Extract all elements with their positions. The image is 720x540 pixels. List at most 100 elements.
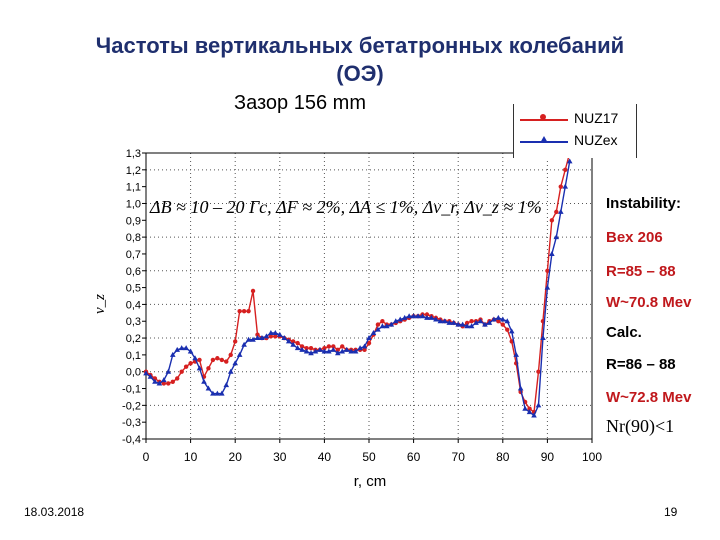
data-point-nuzex (321, 348, 328, 354)
data-point-nuzex (303, 348, 310, 354)
data-point-nuzex (308, 350, 314, 356)
data-point-nuzex (357, 345, 363, 351)
data-point-nuz17 (224, 359, 229, 364)
data-point-nuzex (379, 323, 386, 329)
data-point-nuz17 (179, 369, 184, 374)
data-point-nuzex (285, 338, 292, 344)
y-tick-label: 0,1 (126, 350, 141, 362)
data-point-nuzex (549, 250, 555, 256)
data-point-nuzex (294, 345, 301, 351)
x-tick-label: 10 (184, 450, 198, 464)
data-point-nuz17 (340, 344, 345, 349)
data-point-nuz17 (210, 357, 216, 363)
data-point-nuzex (557, 208, 564, 214)
side-note: R=86 – 88 (606, 356, 676, 373)
data-point-nuzex (183, 345, 189, 351)
data-point-nuzex (259, 335, 265, 341)
data-point-nuzex (312, 348, 319, 354)
data-point-nuz17 (366, 340, 372, 346)
x-tick-label: 90 (541, 450, 555, 464)
data-point-nuz17 (219, 357, 225, 363)
data-point-nuz17 (233, 339, 238, 344)
data-point-nuzex (334, 350, 341, 356)
data-point-nuz17 (464, 320, 470, 326)
data-point-nuz17 (170, 379, 175, 384)
y-tick-label: -0,4 (122, 434, 141, 446)
data-point-nuzex (535, 402, 542, 408)
data-point-nuzex (473, 319, 479, 325)
data-point-nuzex (410, 313, 417, 319)
y-tick-label: 0,5 (126, 283, 141, 295)
data-point-nuzex (317, 346, 323, 352)
data-point-nuzex (361, 343, 368, 349)
data-point-nuz17 (558, 184, 563, 189)
x-tick-label: 50 (362, 450, 376, 464)
data-point-nuz17 (362, 347, 367, 353)
data-point-nuzex (263, 333, 270, 339)
data-point-nuzex (424, 314, 430, 320)
data-point-nuz17 (469, 319, 474, 324)
data-point-nuzex (566, 158, 573, 164)
data-point-nuz17 (215, 356, 220, 361)
data-point-nuzex (254, 335, 261, 341)
plot-frame (145, 152, 593, 440)
data-point-nuzex (370, 330, 377, 336)
x-axis-label: r, cm (354, 473, 387, 490)
data-point-nuzex (245, 336, 252, 342)
y-tick-label: -0,2 (122, 400, 141, 412)
data-point-nuz17 (250, 288, 256, 294)
slide-subtitle: Зазор 156 mm (234, 92, 366, 114)
data-point-nuz17 (322, 345, 327, 351)
data-point-nuzex (223, 382, 230, 388)
legend-label-nuz17: NUZ17 (574, 110, 619, 126)
data-point-nuzex (147, 373, 154, 379)
chart-legend: NUZ17 NUZex (513, 104, 637, 158)
data-point-nuz17 (228, 352, 233, 358)
data-point-nuzex (214, 390, 221, 396)
data-point-nuzex (482, 321, 488, 327)
data-point-nuzex (442, 318, 448, 324)
series-line-nuz17 (146, 152, 571, 414)
x-tick-label: 40 (318, 450, 332, 464)
data-point-nuz17 (326, 344, 332, 349)
data-point-nuzex (500, 316, 506, 322)
page-number: 19 (664, 505, 678, 519)
legend-line-nuz17 (520, 119, 568, 121)
legend-label-nuzex: NUZex (574, 132, 618, 148)
data-point-nuzex (526, 409, 533, 415)
data-point-nuzex (415, 313, 421, 319)
data-point-nuz17 (304, 345, 309, 351)
data-point-nuzex (392, 318, 399, 324)
data-point-nuz17 (554, 209, 559, 215)
data-point-nuz17 (166, 381, 171, 386)
data-point-nuzex (508, 328, 515, 334)
data-point-nuzex (504, 318, 511, 324)
data-point-nuzex (192, 355, 198, 361)
data-point-nuzex (165, 368, 172, 374)
slide-title-line1: Частоты вертикальных бетатронных колебан… (95, 33, 625, 58)
data-point-nuzex (486, 319, 493, 325)
data-point-nuz17 (188, 361, 193, 366)
y-tick-label: 0,9 (126, 215, 141, 227)
data-point-nuzex (156, 380, 163, 386)
x-tick-label: 0 (143, 450, 150, 464)
data-point-nuz17 (505, 327, 510, 332)
data-point-nuzex (517, 385, 524, 391)
data-point-nuzex (455, 321, 461, 327)
data-point-nuz17 (255, 332, 260, 337)
data-point-nuz17 (331, 344, 336, 349)
data-point-nuz17 (563, 167, 568, 173)
data-point-nuz17 (549, 218, 555, 223)
y-tick-label: 1,2 (126, 165, 141, 177)
y-tick-label: 0,2 (126, 333, 141, 345)
x-tick-label: 80 (496, 450, 510, 464)
data-point-nuz17 (197, 357, 202, 363)
data-point-nuzex (299, 346, 305, 352)
y-tick-label: 1,3 (126, 148, 141, 160)
data-point-nuzex (241, 341, 247, 347)
data-point-nuzex (446, 319, 453, 325)
y-tick-label: 0,4 (126, 299, 141, 311)
data-point-nuzex (477, 318, 484, 324)
data-point-nuzex (187, 348, 194, 354)
data-point-nuzex (290, 341, 296, 347)
